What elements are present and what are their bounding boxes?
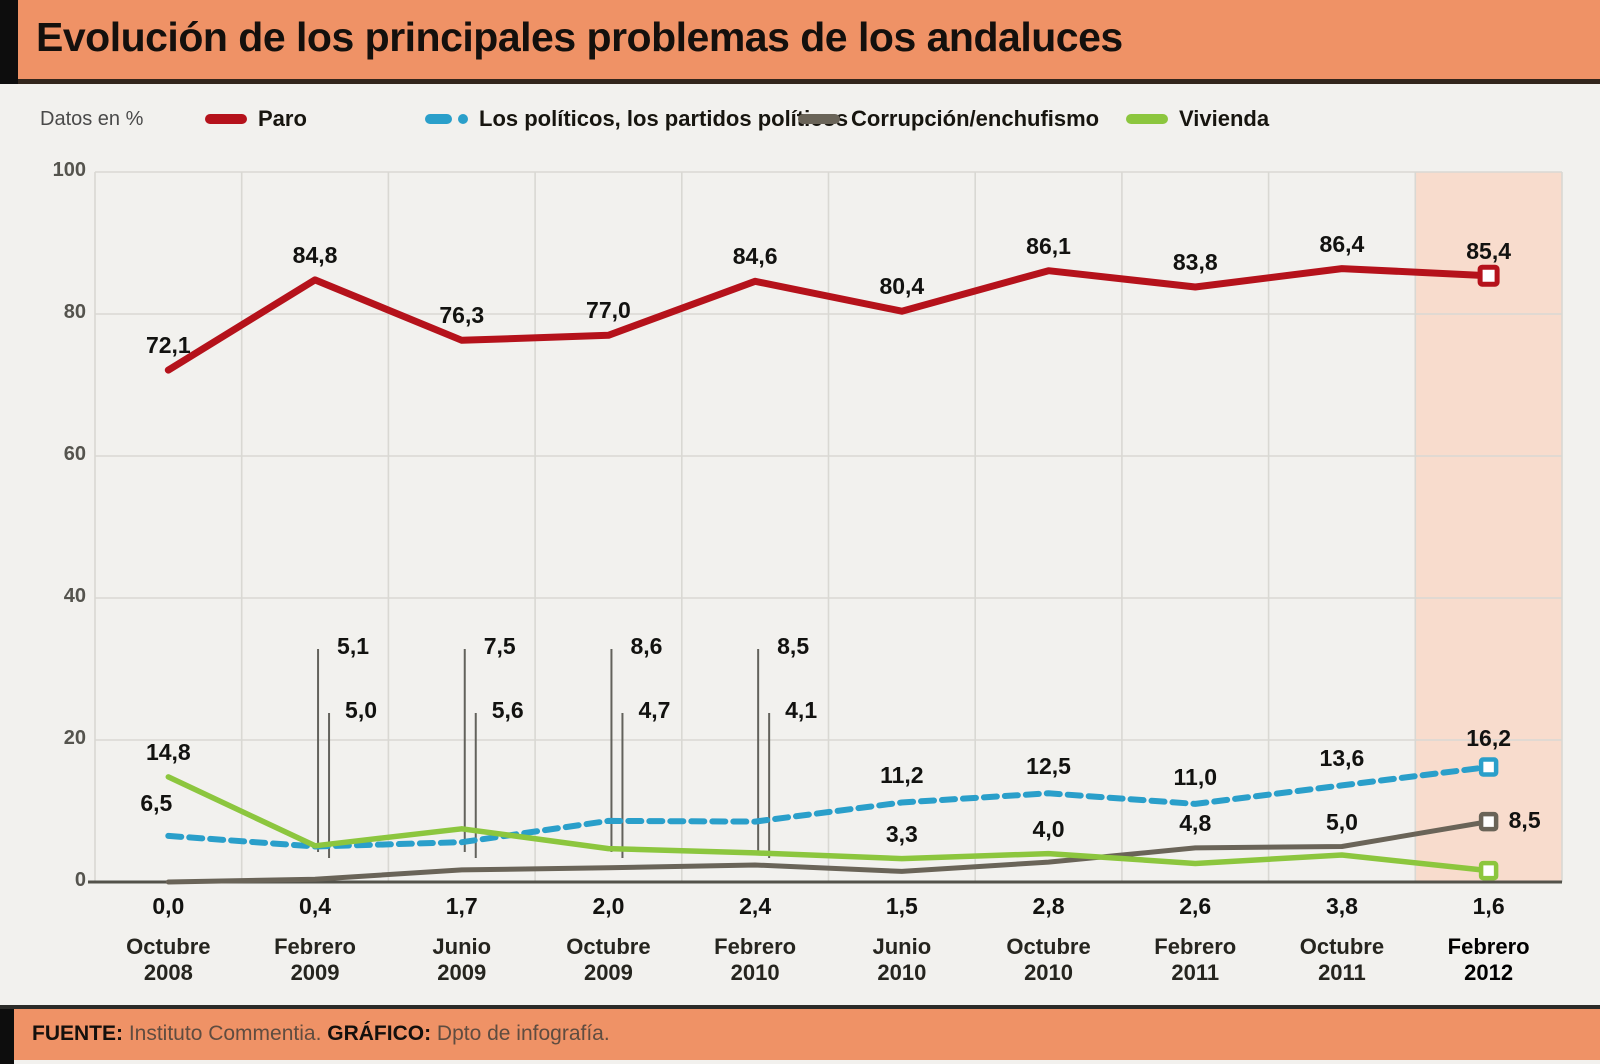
source-label: FUENTE: bbox=[32, 1022, 123, 1045]
value-label-paro-7: 83,8 bbox=[1172, 249, 1218, 276]
credit-text: Dpto de infografía. bbox=[431, 1022, 610, 1045]
legend-label-corrupcion: Corrupción/enchufismo bbox=[851, 106, 1100, 131]
legend-swatch-paro bbox=[205, 114, 247, 124]
end-marker-paro bbox=[1477, 264, 1500, 287]
value-label-corrupcion-8: 5,0 bbox=[1325, 808, 1358, 835]
value-label-paro-2: 76,3 bbox=[439, 302, 485, 329]
chart-canvas bbox=[88, 171, 1563, 885]
legend-swatch-corrupcion bbox=[798, 114, 840, 124]
value-label-politicos-start: 6,5 bbox=[140, 789, 173, 816]
x-label-6: Octubre 2010 bbox=[1006, 934, 1091, 985]
value-label-paro-1: 84,8 bbox=[292, 241, 338, 268]
end-marker-corrupcion bbox=[1478, 811, 1499, 832]
bottom-value-1: 0,4 bbox=[299, 893, 332, 919]
callout-upper-vivienda-2: 7,5 bbox=[483, 633, 516, 659]
legend: Datos en % Paro Los políticos, los partid… bbox=[0, 96, 1600, 150]
y-tick-80: 80 bbox=[63, 301, 86, 323]
value-label-politicos-6: 12,5 bbox=[1026, 753, 1071, 780]
legend-item-paro: Paro bbox=[205, 102, 307, 136]
x-label-8: Octubre 2011 bbox=[1299, 934, 1385, 985]
legend-label-paro: Paro bbox=[258, 106, 307, 131]
value-label-corrupcion-7: 4,8 bbox=[1179, 809, 1212, 836]
value-label-paro-5: 80,4 bbox=[879, 273, 925, 300]
source-text: Instituto Commentia. bbox=[123, 1022, 328, 1045]
end-marker-vivienda bbox=[1478, 860, 1499, 881]
bottom-value-0: 0,0 bbox=[152, 893, 185, 919]
legend-unit-note: Datos en % bbox=[40, 108, 144, 130]
y-tick-60: 60 bbox=[63, 443, 86, 465]
value-label-vivienda-6: 4,0 bbox=[1032, 815, 1065, 842]
value-label-paro-3: 77,0 bbox=[586, 297, 631, 324]
value-label-paro-6: 86,1 bbox=[1026, 232, 1071, 259]
callout-lower-vivienda-3: 4,7 bbox=[638, 697, 671, 723]
bottom-value-5: 1,5 bbox=[885, 893, 918, 919]
legend-label-politicos: Los políticos, los partidos políticos bbox=[479, 106, 849, 131]
y-tick-100: 100 bbox=[52, 159, 86, 181]
y-tick-20: 20 bbox=[63, 727, 86, 749]
value-label-vivienda-start: 14,8 bbox=[145, 738, 191, 765]
legend-item-vivienda: Vivienda bbox=[1126, 102, 1269, 136]
value-label-vivienda-5: 3,3 bbox=[885, 820, 918, 847]
x-label-3: Octubre 2009 bbox=[566, 934, 651, 985]
callout-upper-politicos-3: 8,6 bbox=[630, 633, 663, 659]
series-line-politicos bbox=[165, 764, 1492, 850]
x-label-9: Febrero 2012 bbox=[1447, 934, 1530, 985]
y-tick-0: 0 bbox=[74, 869, 86, 891]
bottom-value-9: 1,6 bbox=[1472, 893, 1505, 919]
series-line-paro bbox=[164, 265, 1493, 374]
value-label-paro-8: 86,4 bbox=[1319, 230, 1365, 257]
bottom-value-2: 1,7 bbox=[445, 893, 478, 919]
header-accent-stripe bbox=[0, 0, 18, 84]
x-label-4: Febrero 2010 bbox=[714, 934, 797, 985]
bottom-value-4: 2,4 bbox=[739, 893, 772, 919]
line-chart: 0 20 40 60 80 100 72,1 84,8 76,3 77,0 84,6 80,4 86,1… bbox=[0, 150, 1600, 1005]
x-label-0: Octubre 2008 bbox=[126, 934, 211, 985]
end-marker-politicos bbox=[1478, 757, 1499, 777]
x-label-2: Junio 2009 bbox=[432, 934, 492, 985]
legend-label-vivienda: Vivienda bbox=[1179, 106, 1270, 131]
bottom-value-6: 2,8 bbox=[1032, 893, 1065, 919]
value-label-paro-4: 84,6 bbox=[732, 243, 778, 270]
header-bar: Evolución de los principales problemas d… bbox=[0, 0, 1600, 84]
footer-bar: FUENTE: Instituto Commentia. GRÁFICO: Dp… bbox=[0, 1005, 1600, 1064]
series-line-corrupcion bbox=[165, 819, 1492, 885]
y-tick-40: 40 bbox=[63, 585, 86, 607]
callout-upper-politicos-4: 8,5 bbox=[777, 633, 810, 659]
value-label-paro-9: 85,4 bbox=[1466, 237, 1512, 264]
x-label-7: Febrero 2011 bbox=[1154, 934, 1237, 985]
value-label-politicos-7: 11,0 bbox=[1173, 763, 1218, 790]
value-label-politicos-5: 11,2 bbox=[880, 762, 924, 789]
bottom-value-7: 2,6 bbox=[1179, 893, 1212, 919]
series-line-vivienda bbox=[165, 774, 1492, 874]
footer-credits: FUENTE: Instituto Commentia. GRÁFICO: Dp… bbox=[32, 1022, 610, 1046]
value-label-paro-0: 72,1 bbox=[145, 332, 191, 359]
bottom-value-8: 3,8 bbox=[1325, 893, 1358, 919]
legend-item-politicos: Los políticos, los partidos políticos bbox=[425, 102, 848, 136]
footer-accent-stripe bbox=[0, 1009, 14, 1064]
value-label-politicos-8: 13,6 bbox=[1319, 745, 1365, 772]
credit-label: GRÁFICO: bbox=[327, 1022, 432, 1045]
bottom-value-3: 2,0 bbox=[592, 893, 625, 919]
callout-lower-vivienda-4: 4,1 bbox=[785, 697, 818, 723]
callout-upper-vivienda-1: 5,1 bbox=[337, 633, 370, 659]
legend-swatch-politicos bbox=[425, 114, 468, 124]
x-label-5: Junio 2010 bbox=[872, 934, 932, 985]
page-title: Evolución de los principales problemas d… bbox=[36, 14, 1123, 60]
legend-item-corrupcion: Corrupción/enchufismo bbox=[798, 102, 1099, 136]
callout-lower-politicos-1: 5,0 bbox=[345, 697, 378, 723]
value-label-corrupcion-end: 8,5 bbox=[1508, 806, 1541, 833]
callout-lower-politicos-2: 5,6 bbox=[491, 697, 524, 723]
x-label-1: Febrero 2009 bbox=[274, 934, 356, 985]
legend-swatch-vivienda bbox=[1126, 114, 1168, 124]
value-label-politicos-9: 16,2 bbox=[1466, 724, 1512, 751]
